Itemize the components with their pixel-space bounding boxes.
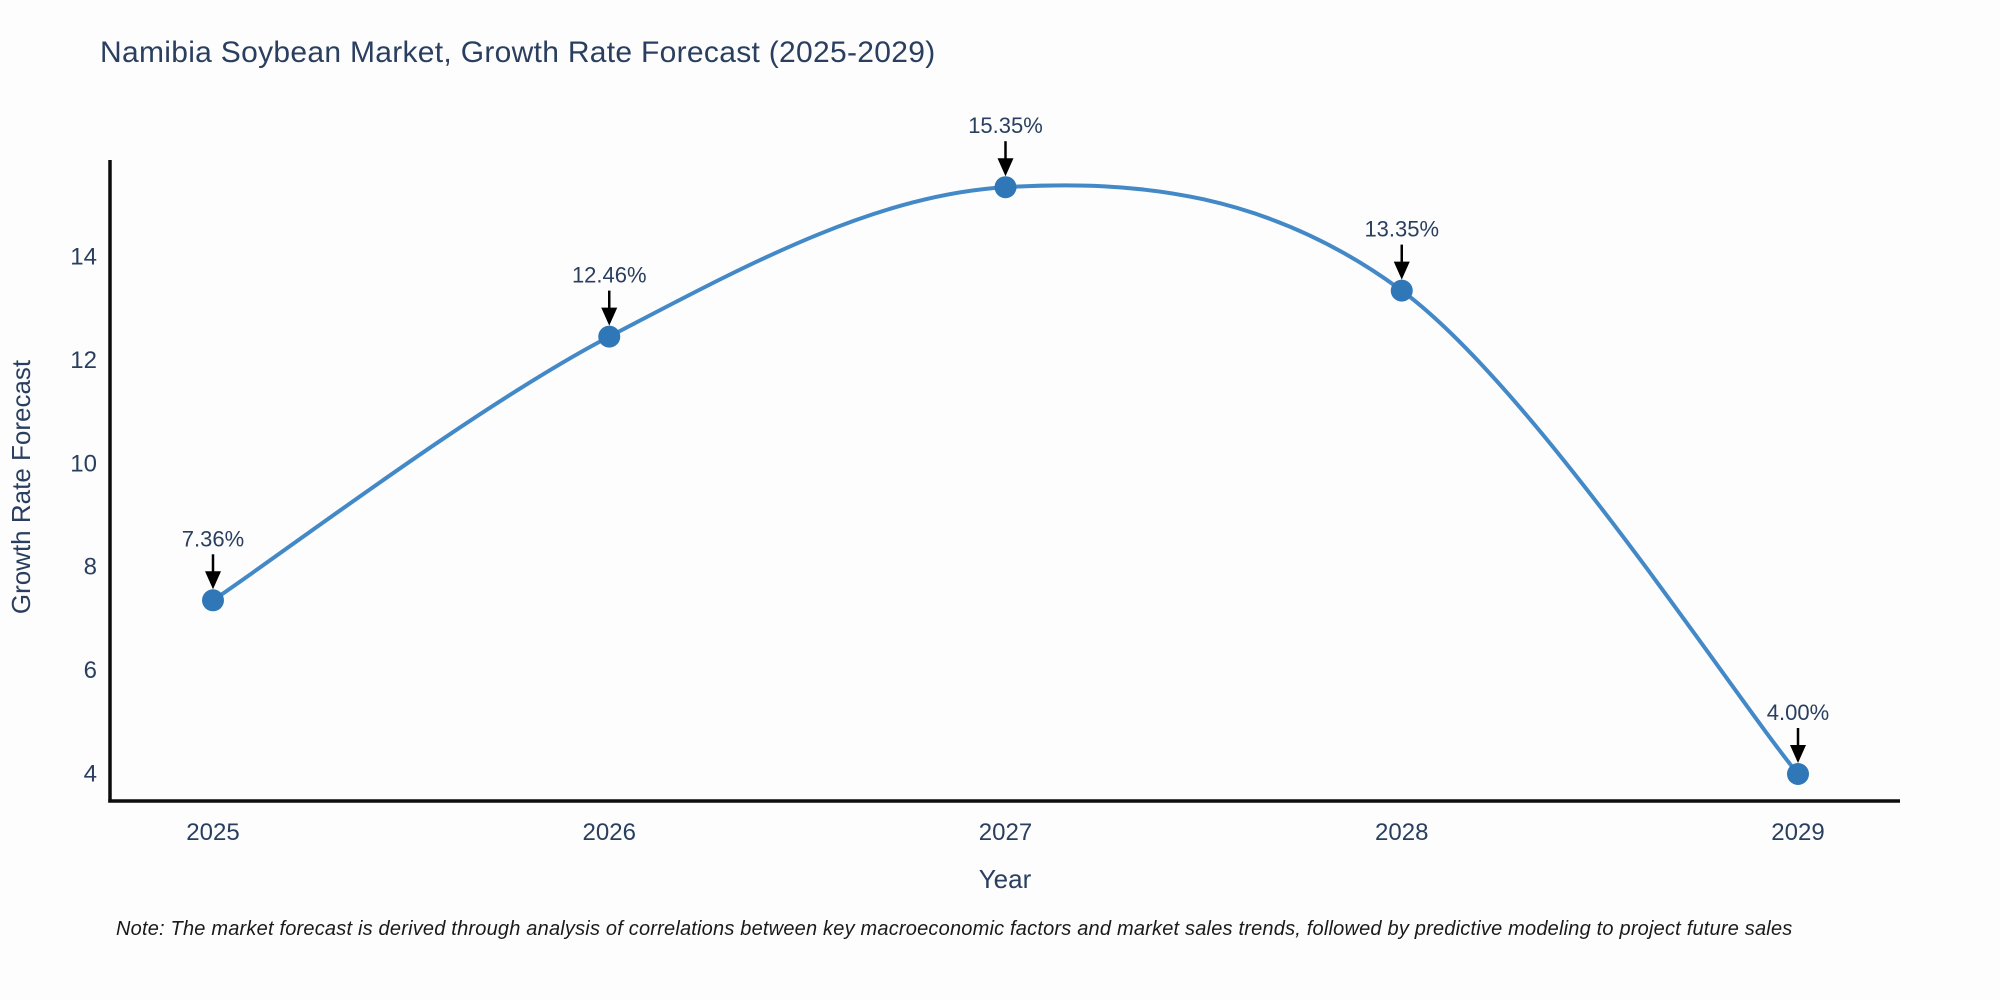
chart-footnote: Note: The market forecast is derived thr…: [116, 918, 1793, 940]
data-point-marker: [1787, 763, 1809, 785]
data-point-marker: [994, 176, 1017, 199]
y-tick-label: 6: [84, 657, 97, 684]
data-point-marker: [202, 589, 224, 612]
annotation-arrowhead: [601, 307, 618, 326]
annotation-arrowhead: [1790, 745, 1806, 763]
x-tick-label: 2027: [979, 819, 1032, 846]
data-point-label: 12.46%: [572, 263, 647, 288]
annotation-arrowhead: [1393, 261, 1410, 280]
y-tick-label: 4: [84, 761, 97, 788]
x-tick-label: 2025: [186, 819, 239, 846]
x-tick-label: 2029: [1771, 819, 1824, 846]
data-point-label: 15.35%: [968, 113, 1043, 138]
x-tick-label: 2026: [583, 819, 636, 846]
x-tick-label: 2028: [1375, 819, 1428, 846]
data-point-label: 7.36%: [182, 526, 244, 551]
y-tick-label: 8: [84, 554, 97, 581]
data-point-marker: [598, 325, 621, 348]
data-point-marker: [1390, 279, 1413, 302]
chart-title: Namibia Soybean Market, Growth Rate Fore…: [100, 36, 936, 69]
y-tick-label: 10: [70, 450, 97, 477]
x-axis-title: Year: [979, 864, 1032, 894]
data-point-label: 4.00%: [1767, 700, 1829, 725]
annotation-arrowhead: [205, 571, 221, 590]
y-tick-label: 14: [70, 244, 97, 271]
plot-area: 4 6 8 10 12 14 2025 2026 2027 2028 2029 7.36% 12.46%…: [70, 113, 1829, 846]
annotation-arrowhead: [997, 158, 1014, 177]
data-point-label: 13.35%: [1364, 217, 1439, 242]
series-line: [211, 183, 1800, 776]
y-axis-title: Growth Rate Forecast: [6, 359, 36, 614]
y-tick-label: 12: [70, 347, 97, 374]
